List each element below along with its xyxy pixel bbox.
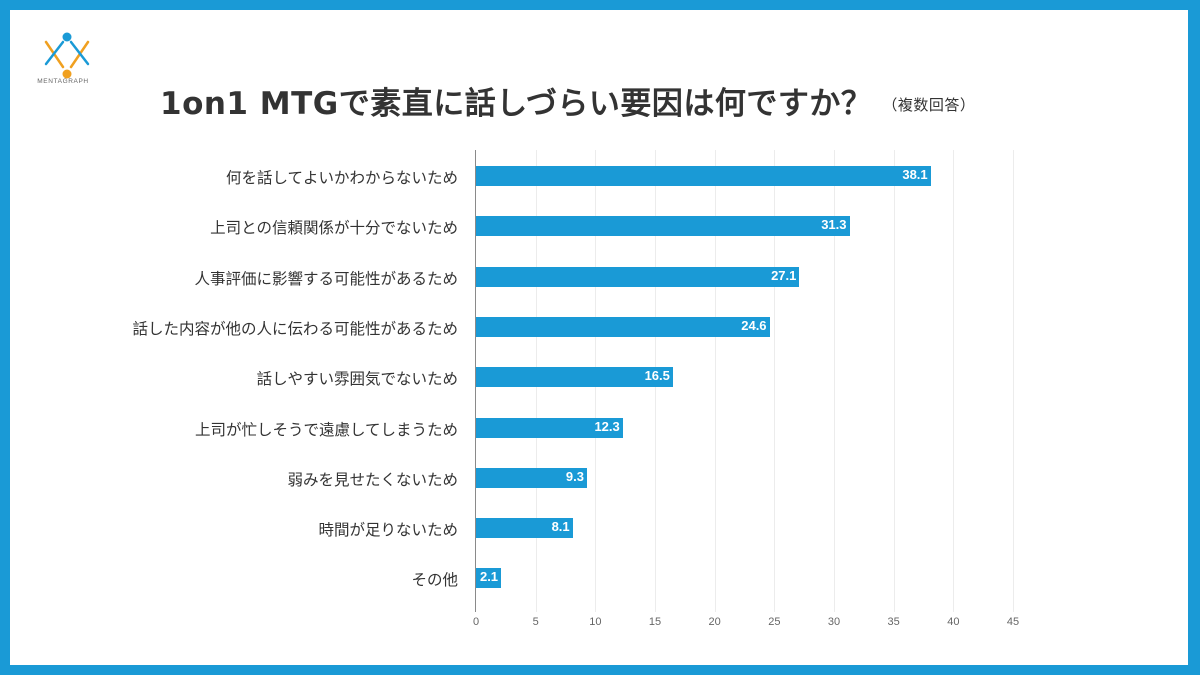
bar-value-label: 27.1 bbox=[771, 267, 797, 283]
gridline bbox=[953, 150, 955, 612]
x-tick-label: 35 bbox=[887, 616, 900, 628]
category-label: 上司が忙しそうで遠慮してしまうため bbox=[194, 420, 458, 439]
bar: 31.3 bbox=[476, 216, 850, 237]
x-tick-label: 20 bbox=[708, 616, 721, 628]
bar-value-label: 2.1 bbox=[479, 569, 499, 585]
category-label: その他 bbox=[411, 571, 458, 590]
category-label: 弱みを見せたくないため bbox=[287, 470, 458, 489]
gridline bbox=[1013, 150, 1014, 612]
bar-chart: 0 5 10 15 20 25 30 35 40 45 何を話してよいかわからないため 38.1 上司… bbox=[10, 10, 1188, 665]
chart-title: 1on1 MTGで素直に話しづらい要因は何ですか？ （複数回答） bbox=[160, 78, 1060, 123]
y-axis-line bbox=[475, 150, 476, 612]
x-tick-label: 45 bbox=[1006, 616, 1020, 628]
title-subtitle: （複数回答） bbox=[882, 96, 976, 114]
bar: 9.3 bbox=[476, 467, 587, 488]
title-main: 1on1 MTGで素直に話しづらい要因は何ですか？ bbox=[160, 86, 873, 122]
x-tick-label: 30 bbox=[827, 616, 841, 628]
gridline bbox=[834, 150, 835, 612]
bar-value-label: 38.1 bbox=[902, 167, 928, 182]
bar: 2.1 bbox=[476, 568, 502, 589]
category-label: 話した内容が他の人に伝わる可能性があるため bbox=[132, 319, 458, 338]
bar-value-label: 31.3 bbox=[821, 217, 847, 233]
bar: 16.5 bbox=[476, 367, 673, 388]
x-tick-label: 5 bbox=[532, 616, 539, 628]
x-tick-label: 40 bbox=[947, 616, 960, 628]
bar-value-label: 12.3 bbox=[594, 418, 620, 434]
category-label: 話しやすい雰囲気でないため bbox=[256, 370, 458, 389]
x-tick-label: 25 bbox=[768, 616, 781, 628]
brand-name: MENTAGRAPH bbox=[37, 78, 89, 85]
x-tick-label: 10 bbox=[589, 616, 602, 628]
category-label: 上司との信頼関係が十分でないため bbox=[210, 219, 458, 238]
bar: 8.1 bbox=[476, 518, 573, 539]
bar-value-label: 16.5 bbox=[644, 368, 670, 384]
bar: 38.1 bbox=[476, 166, 931, 186]
gridline bbox=[774, 150, 776, 612]
bar: 12.3 bbox=[476, 417, 623, 438]
category-label: 時間が足りないため bbox=[318, 521, 458, 540]
bar: 24.6 bbox=[476, 316, 770, 337]
bar-value-label: 8.1 bbox=[551, 519, 570, 535]
mentagraph-logo-icon bbox=[44, 32, 90, 79]
slide-frame: MENTAGRAPH 1on1 MTGで素直に話しづらい要因は何ですか？ （複数回… bbox=[10, 10, 1188, 665]
x-tick-label: 0 bbox=[472, 616, 480, 628]
bar-value-label: 24.6 bbox=[741, 317, 767, 333]
category-label: 何を話してよいかわからないため bbox=[225, 169, 458, 187]
x-tick-label: 15 bbox=[648, 616, 662, 628]
gridline bbox=[893, 150, 895, 612]
category-label: 人事評価に影響する可能性があるため bbox=[194, 269, 458, 288]
bar: 27.1 bbox=[476, 266, 800, 287]
gridline bbox=[714, 150, 716, 612]
bar-value-label: 9.3 bbox=[565, 468, 584, 484]
